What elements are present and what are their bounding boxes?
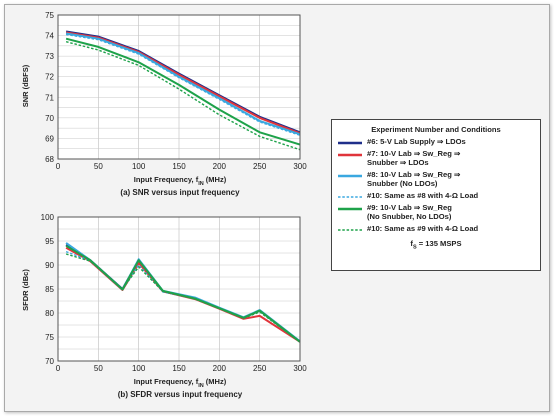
sfdr-x-tick-label: 250 (253, 364, 267, 373)
snr-y-tick-label: 71 (45, 93, 54, 102)
sfdr-x-tick-label: 100 (132, 364, 146, 373)
legend-item-label: #8: 10-V Lab ⇒ Sw_Reg ⇒ Snubber (No LDOs… (367, 170, 461, 188)
legend-item-label: #7: 10-V Lab ⇒ Sw_Reg ⇒ Snubber ⇒ LDOs (367, 149, 461, 167)
sfdr-y-tick-label: 75 (45, 333, 54, 342)
snr-chart-caption: (a) SNR versus input frequency (120, 188, 240, 197)
snr-y-tick-label: 75 (45, 11, 54, 20)
sfdr-x-tick-label: 200 (213, 364, 227, 373)
snr-series-line (65, 31, 301, 135)
snr-x-tick-label: 300 (293, 162, 307, 171)
snr-y-tick-label: 73 (45, 52, 54, 61)
legend-swatch (338, 141, 362, 145)
legend-swatch (338, 174, 362, 178)
snr-series-line (65, 37, 301, 146)
legend-swatch (338, 229, 362, 231)
sfdr-x-tick-label: 150 (172, 364, 186, 373)
sfdr-x-tick-label: 50 (94, 364, 103, 373)
legend-item: #10: Same as #8 with 4-Ω Load (338, 191, 534, 200)
sfdr-series-line (65, 244, 301, 343)
snr-y-tick-label: 74 (45, 32, 54, 41)
sfdr-y-tick-label: 70 (45, 357, 54, 366)
legend-swatch (338, 207, 362, 211)
snr-y-tick-label: 68 (45, 155, 54, 164)
legend-item: #9: 10-V Lab ⇒ Sw_Reg (No Snubber, No LD… (338, 203, 534, 221)
legend-item: #6: 5-V Lab Supply ⇒ LDOs (338, 137, 534, 146)
legend-item-label: #6: 5-V Lab Supply ⇒ LDOs (367, 137, 466, 146)
legend: Experiment Number and Conditions #6: 5-V… (331, 119, 541, 271)
sfdr-x-tick-label: 300 (293, 364, 307, 373)
legend-item: #7: 10-V Lab ⇒ Sw_Reg ⇒ Snubber ⇒ LDOs (338, 149, 534, 167)
sfdr-y-tick-label: 80 (45, 309, 54, 318)
sfdr-y-tick-label: 100 (41, 213, 55, 222)
snr-series-line (65, 32, 301, 136)
sfdr-y-axis-label: SFDR (dBc) (21, 269, 30, 311)
sfdr-x-axis-label: Input Frequency, fIN (MHz) (134, 377, 227, 389)
snr-y-axis-label: SNR (dBFS) (21, 64, 30, 107)
sfdr-plot-border (57, 216, 301, 362)
snr-y-tick-label: 72 (45, 73, 54, 82)
sfdr-y-tick-label: 85 (45, 285, 54, 294)
snr-x-tick-label: 50 (94, 162, 103, 171)
snr-y-tick-label: 69 (45, 134, 54, 143)
legend-footer: fS = 135 MSPS (410, 239, 462, 251)
legend-item-label: #9: 10-V Lab ⇒ Sw_Reg (No Snubber, No LD… (367, 203, 452, 221)
legend-item-label: #10: Same as #9 with 4-Ω Load (367, 224, 479, 233)
sfdr-x-tick-label: 0 (56, 364, 61, 373)
sfdr-y-tick-label: 90 (45, 261, 54, 270)
legend-swatch (338, 196, 362, 198)
snr-chart: SNR (dBFS) Input Frequency, fIN (MHz) (a… (21, 11, 307, 197)
sfdr-y-tick-label: 95 (45, 237, 54, 246)
snr-x-tick-label: 0 (56, 162, 61, 171)
legend-item: #10: Same as #9 with 4-Ω Load (338, 224, 534, 233)
snr-x-tick-label: 100 (132, 162, 146, 171)
snr-x-tick-label: 150 (172, 162, 186, 171)
snr-x-axis-label: Input Frequency, fIN (MHz) (134, 175, 227, 187)
legend-swatch (338, 153, 362, 157)
snr-series-line (65, 33, 301, 136)
snr-x-tick-label: 200 (213, 162, 227, 171)
legend-items: #6: 5-V Lab Supply ⇒ LDOs #7: 10-V Lab ⇒ … (338, 137, 534, 233)
sfdr-chart-caption: (b) SFDR versus input frequency (118, 390, 243, 399)
snr-plot-border (57, 14, 301, 160)
legend-title: Experiment Number and Conditions (371, 125, 501, 134)
legend-item: #8: 10-V Lab ⇒ Sw_Reg ⇒ Snubber (No LDOs… (338, 170, 534, 188)
snr-x-tick-label: 250 (253, 162, 267, 171)
legend-item-label: #10: Same as #8 with 4-Ω Load (367, 191, 479, 200)
snr-y-tick-label: 70 (45, 114, 54, 123)
sfdr-chart: SFDR (dBc) Input Frequency, fIN (MHz) (b… (21, 213, 307, 399)
snr-series-line (65, 41, 301, 151)
